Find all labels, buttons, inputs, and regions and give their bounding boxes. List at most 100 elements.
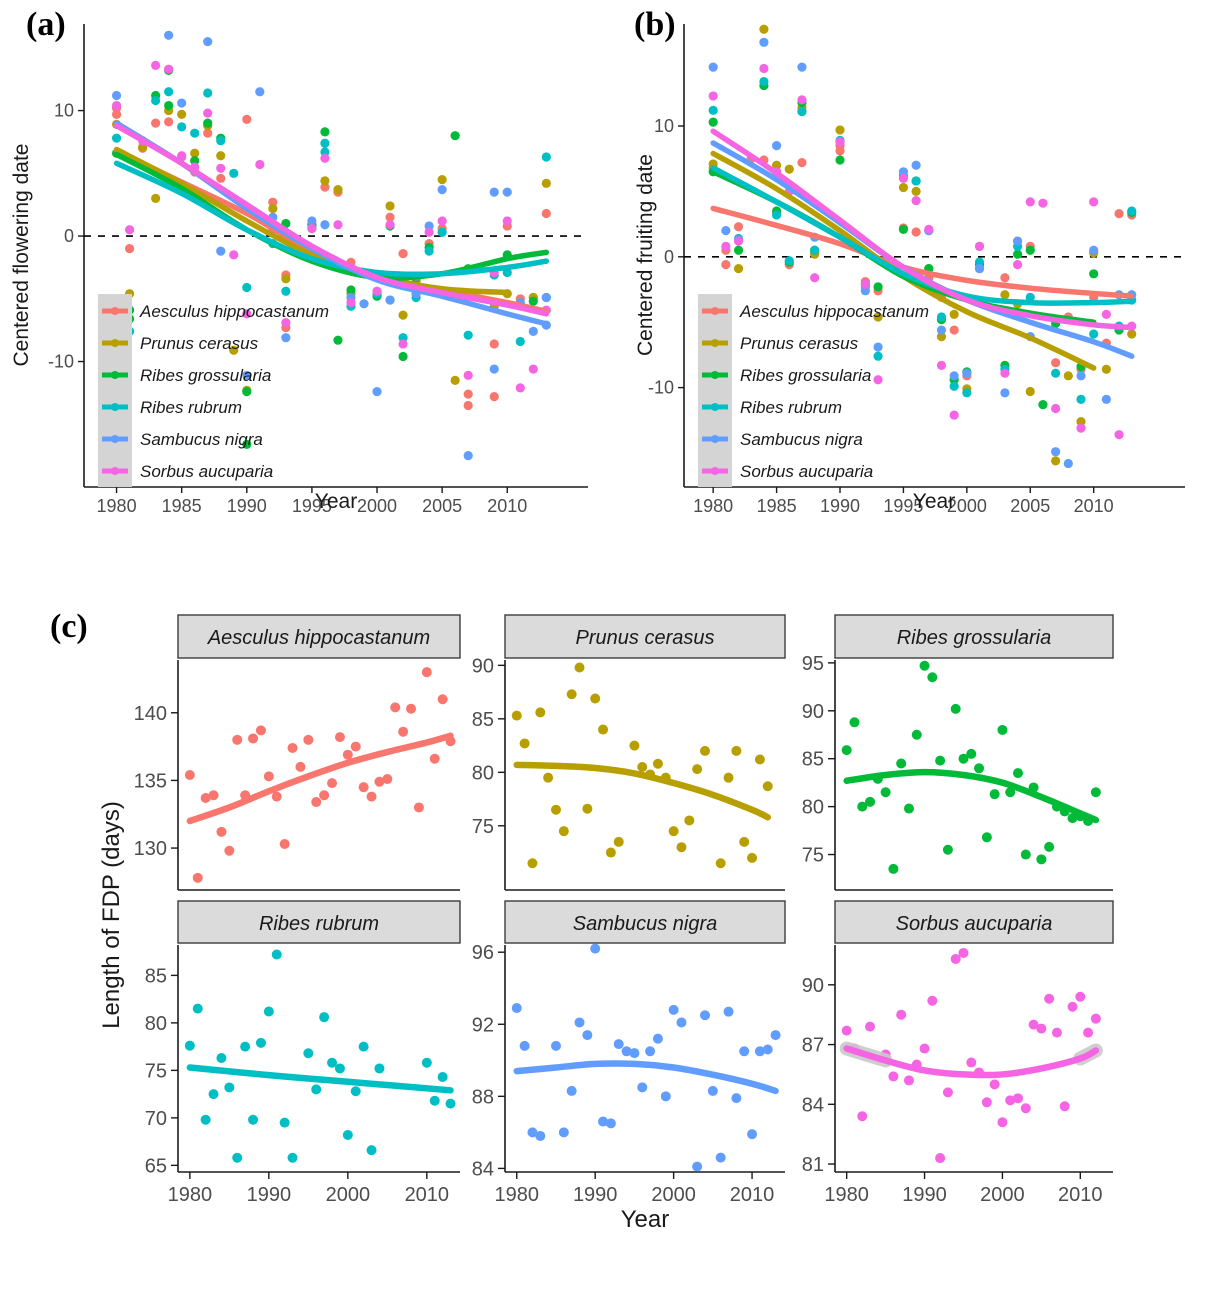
data-point [715,858,726,869]
data-point [927,672,938,683]
data-point [835,137,845,147]
data-point [652,1033,663,1044]
data-point [668,826,679,837]
data-point [281,333,291,343]
data-point [645,1046,656,1057]
data-point [911,729,922,740]
facet-strip-label: Ribes grossularia [897,627,1052,649]
data-point [1025,245,1035,255]
data-point [279,1117,290,1128]
data-point [1036,1023,1047,1034]
data-point [190,148,200,158]
data-point [255,159,265,170]
data-point [810,245,820,255]
data-point [406,703,417,714]
data-point [942,844,953,855]
data-point [271,791,282,802]
data-point [413,802,424,813]
data-point [754,754,765,765]
data-point [919,660,930,671]
data-point [784,164,794,174]
data-point [660,1091,671,1102]
panel-c-x-axis-title: Year [620,1206,670,1233]
data-point [203,36,213,47]
facet-strip-label: Prunus cerasus [576,627,715,649]
y-tick-label: 96 [472,942,494,964]
data-point [613,1039,624,1050]
data-point [385,220,395,230]
data-point [936,325,947,335]
data-point [184,1040,195,1051]
data-point [372,387,382,397]
data-point [164,64,174,74]
y-tick-label: 88 [472,1086,494,1108]
data-point [747,1129,758,1140]
data-point [898,173,909,183]
data-point [1076,371,1086,381]
y-tick-label: 81 [802,1154,824,1176]
data-point [200,793,211,803]
data-point [268,203,278,214]
data-point [637,761,648,772]
data-point [543,772,554,783]
data-point [359,299,369,309]
data-point [124,225,135,235]
panel-a-y-axis-title: Centered flowering date [10,143,33,367]
facet-smooth-sambucus-nigra [513,1060,779,1095]
data-point [629,740,640,751]
data-point [242,114,252,124]
legend-key-point [111,339,119,347]
data-point [731,1093,742,1104]
panel-c-letter: (c) [50,608,88,645]
data-point [1000,388,1010,398]
data-point [463,370,473,380]
data-point [424,227,434,237]
data-point [342,1129,353,1140]
data-point [721,241,731,251]
y-tick-label: 75 [472,816,494,838]
facet-smooth-aesculus-hippocastanum [186,732,454,825]
data-point [303,734,314,745]
data-point [541,208,551,219]
data-point [1076,394,1086,404]
data-point [865,1021,876,1032]
x-tick-label: 2005 [1010,496,1050,516]
data-point [1063,371,1073,381]
data-point [759,63,769,74]
data-point [224,1082,235,1093]
legend-key-point [111,371,119,379]
x-tick-label: 2000 [947,496,987,516]
data-point [935,1153,946,1164]
data-point [849,717,860,728]
data-point [989,789,1000,800]
data-point [350,741,361,752]
data-point [216,173,226,183]
x-tick-label: 1990 [573,1184,618,1206]
legend-label: Ribes grossularia [740,366,871,385]
legend-item-ribes-rubrum [102,403,128,411]
y-tick-label: 85 [802,749,824,771]
data-point [111,133,122,143]
y-tick-label: 80 [145,1013,167,1035]
data-point [424,246,434,256]
data-point [1089,329,1099,339]
x-tick-label: 1990 [227,496,267,516]
data-point [242,309,252,319]
legend-item-ribes-grossularia [102,371,128,379]
data-point [450,131,460,141]
facet-strip-label: Sorbus aucuparia [896,913,1053,935]
data-point [346,285,356,295]
x-tick-label: 2000 [326,1184,371,1206]
data-point [303,1048,314,1059]
data-point [1000,273,1010,283]
y-tick-label: 95 [802,653,824,675]
data-point [463,389,473,399]
data-point [708,62,718,72]
data-point [346,297,356,308]
data-point [1076,423,1086,433]
x-tick-label: 1990 [820,496,860,516]
data-point [1076,417,1086,427]
legend-label: Prunus cerasus [740,334,859,353]
data-point [242,282,252,293]
